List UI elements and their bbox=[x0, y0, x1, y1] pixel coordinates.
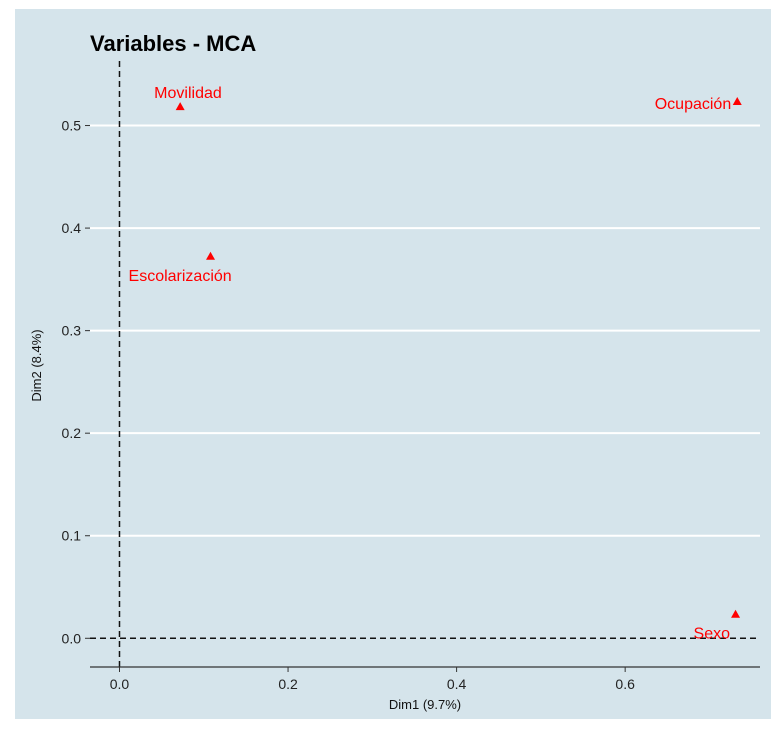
y-tick-label-5: 0.5 bbox=[62, 118, 82, 134]
chart-panel: Variables - MCA 0.0 0.2 0.4 0.6 0.0 0.1 0.2 0.… bbox=[15, 9, 771, 719]
point-marker-3 bbox=[731, 609, 741, 618]
point-label-3: Sexo bbox=[694, 626, 731, 643]
y-axis-ticks: 0.0 0.1 0.2 0.3 0.4 0.5 bbox=[62, 118, 90, 646]
chart-title: Variables - MCA bbox=[90, 31, 256, 56]
point-marker-1 bbox=[732, 96, 742, 105]
data-points: Movilidad Ocupación Escolarización Sexo bbox=[129, 85, 742, 643]
y-tick-label-4: 0.4 bbox=[62, 220, 82, 236]
scatter-plot: Variables - MCA 0.0 0.2 0.4 0.6 0.00.10.20.… bbox=[29, 31, 760, 712]
point-marker-2 bbox=[206, 251, 216, 260]
x-tick-label-2: 0.4 bbox=[447, 676, 467, 692]
y-tick-label-0: 0.0 bbox=[62, 630, 82, 646]
x-tick-label-1: 0.2 bbox=[278, 676, 298, 692]
y-tick-label-3: 0.3 bbox=[62, 323, 82, 339]
x-tick-label-0: 0.0 bbox=[110, 676, 130, 692]
point-marker-0 bbox=[175, 102, 185, 111]
x-axis-label: Dim1 (9.7%) bbox=[389, 697, 461, 712]
reference-lines bbox=[90, 61, 760, 667]
gridlines bbox=[90, 124, 760, 537]
y-axis-label: Dim2 (8.4%) bbox=[29, 329, 44, 401]
x-axis-ticks: 0.0 0.2 0.4 0.6 bbox=[110, 667, 635, 692]
point-label-1: Ocupación bbox=[655, 96, 732, 113]
y-tick-label-2: 0.2 bbox=[62, 425, 82, 441]
point-label-2: Escolarización bbox=[129, 268, 232, 285]
x-tick-label-3: 0.6 bbox=[615, 676, 635, 692]
y-tick-label-1: 0.1 bbox=[62, 528, 82, 544]
point-label-0: Movilidad bbox=[154, 85, 222, 102]
